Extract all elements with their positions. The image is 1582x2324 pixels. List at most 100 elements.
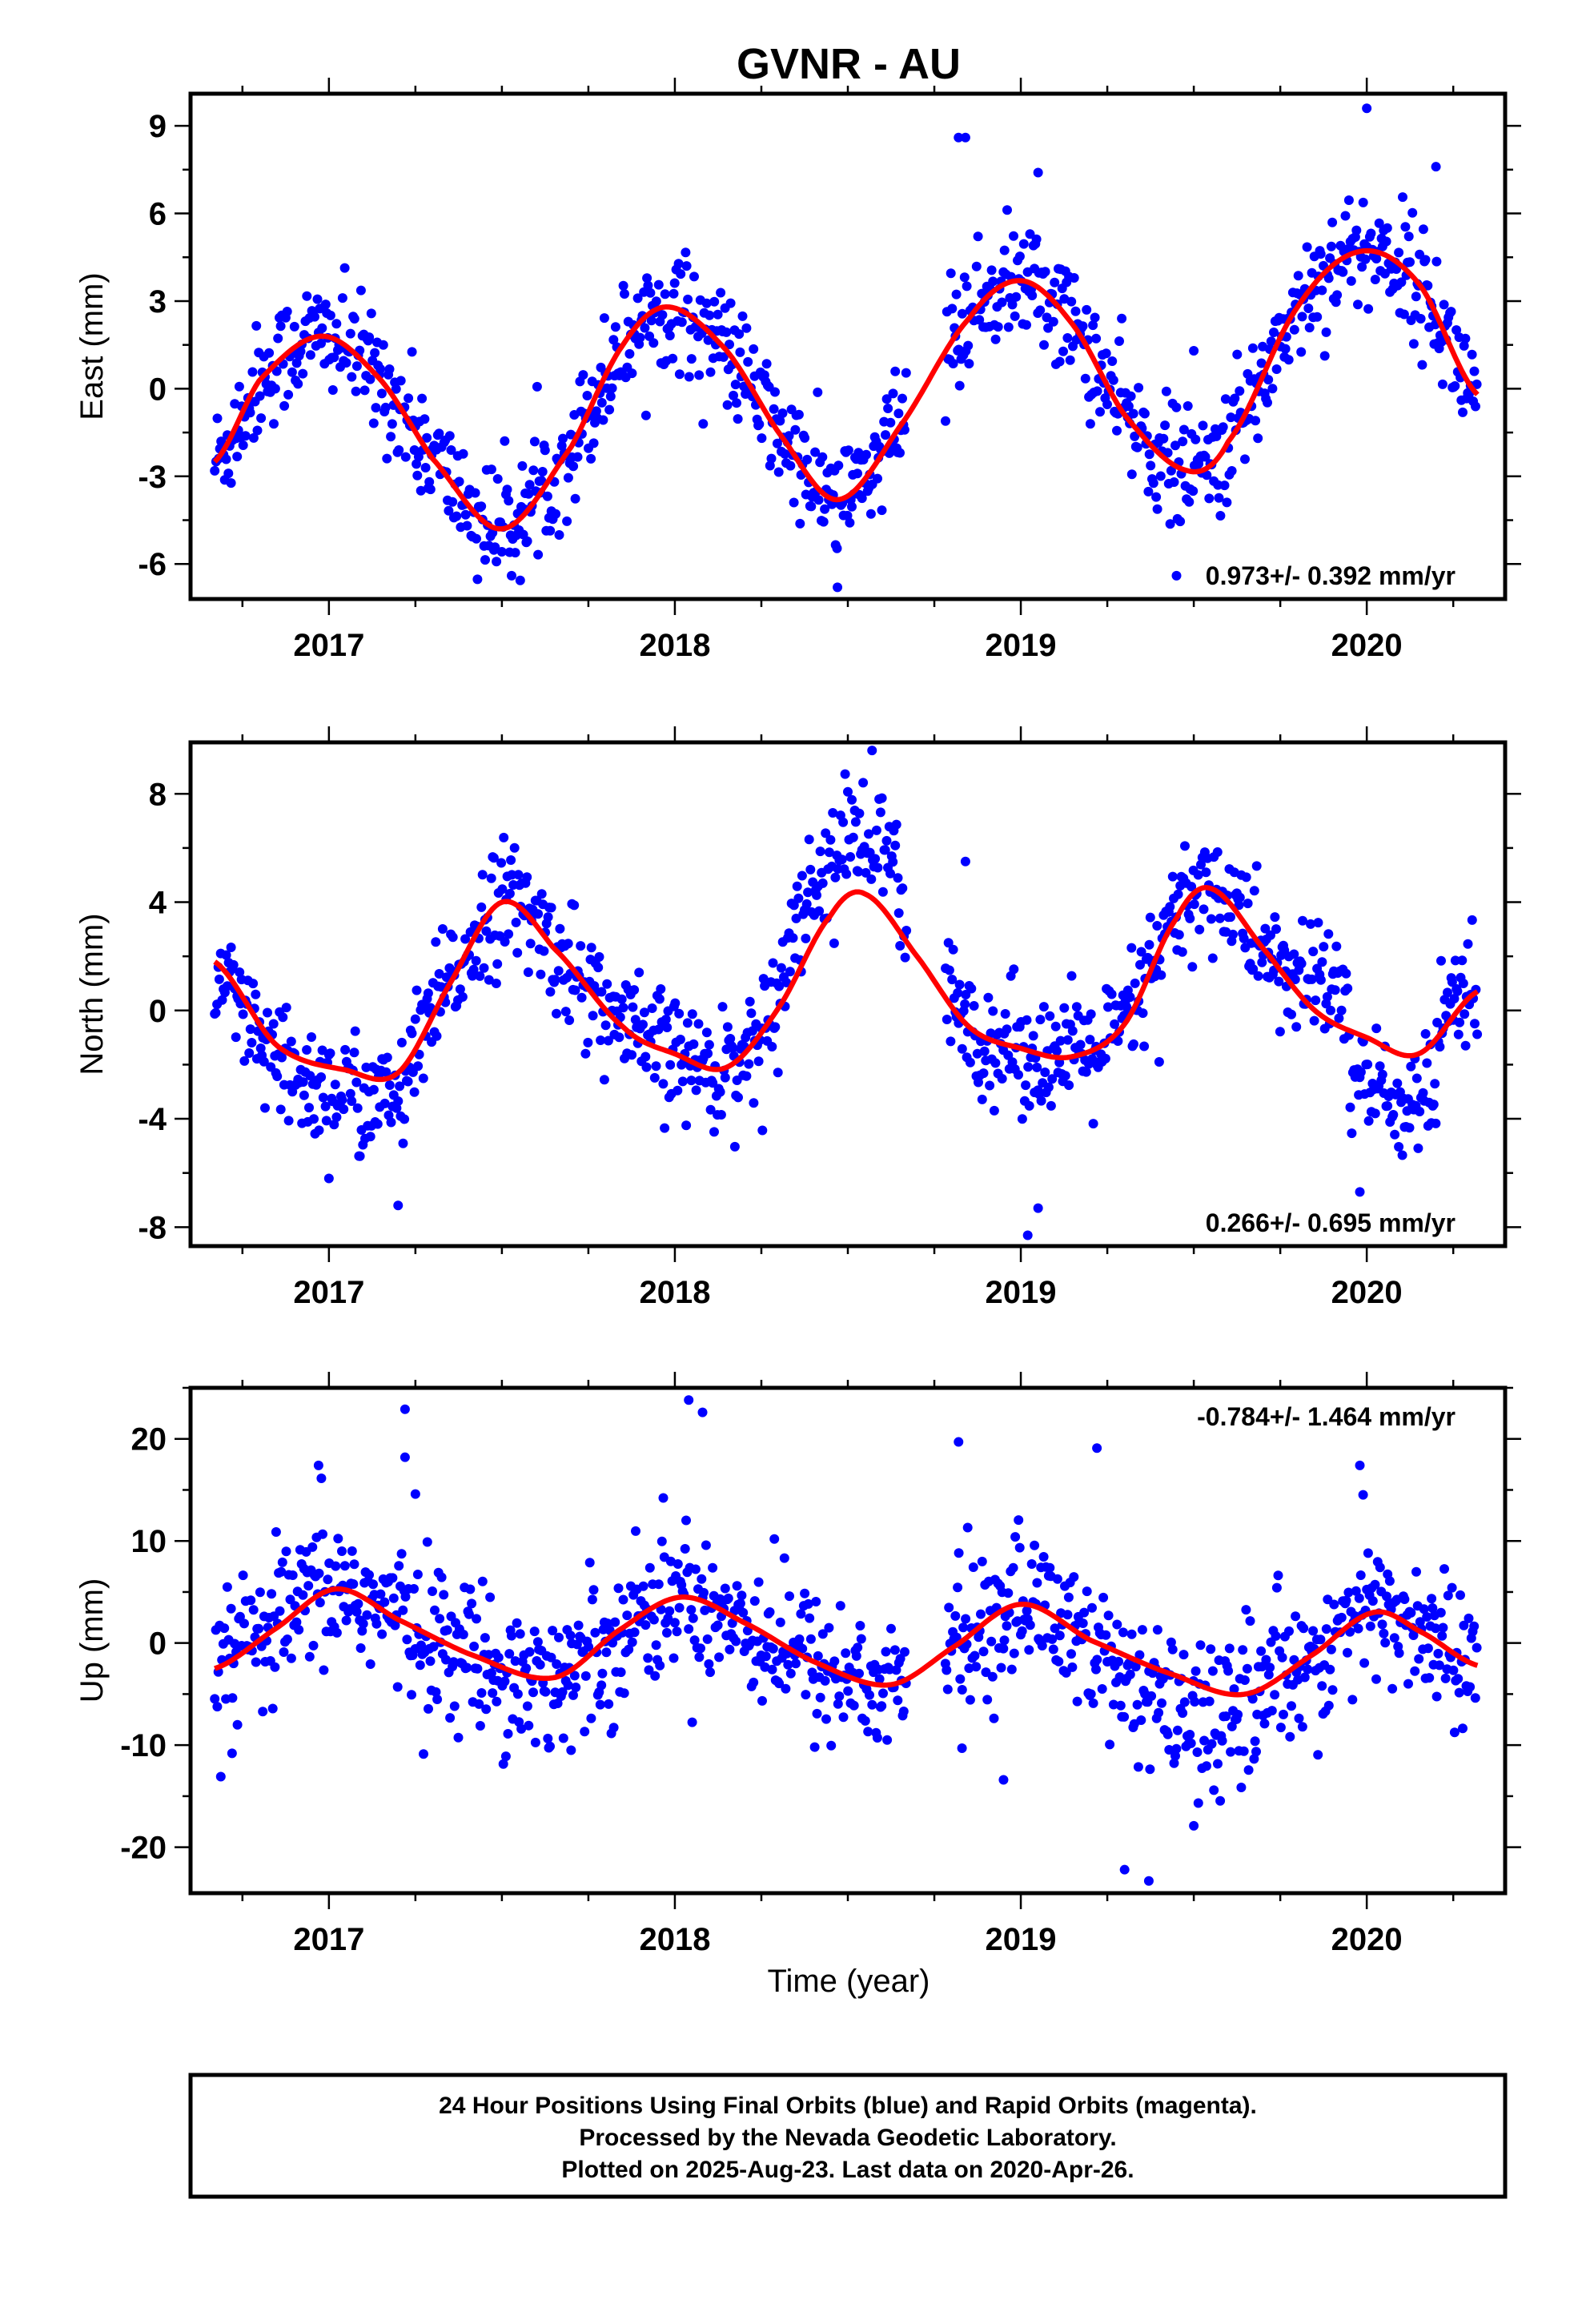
data-point (247, 367, 258, 377)
data-point (275, 321, 286, 332)
data-point (1424, 1673, 1435, 1683)
data-point (1347, 1128, 1357, 1139)
data-point (532, 1637, 543, 1647)
data-point (586, 453, 596, 464)
data-point (872, 1733, 882, 1743)
data-point (1145, 1764, 1155, 1775)
data-point (522, 872, 532, 883)
data-point (1448, 1665, 1459, 1675)
data-point (1218, 422, 1228, 432)
data-point (817, 452, 828, 462)
data-point (631, 1526, 640, 1536)
data-point (1162, 448, 1173, 458)
data-point (1383, 1101, 1393, 1111)
data-point (790, 424, 801, 435)
data-point (251, 320, 262, 331)
data-point (387, 419, 397, 429)
data-point (422, 1537, 432, 1547)
data-point (349, 1559, 359, 1570)
data-point (394, 445, 404, 455)
data-point (881, 1647, 891, 1657)
data-point (985, 1080, 995, 1091)
data-point (1261, 1655, 1271, 1665)
data-point (339, 1561, 350, 1571)
data-point (1257, 957, 1267, 967)
data-point (282, 307, 292, 316)
data-point (1312, 312, 1323, 322)
data-point (1092, 386, 1102, 396)
data-point (569, 1671, 580, 1681)
data-point (618, 1594, 628, 1605)
data-point (1381, 236, 1391, 247)
data-point (624, 1644, 634, 1655)
data-point (1054, 1630, 1065, 1641)
data-point (1063, 1592, 1074, 1602)
fit-line (212, 247, 1480, 532)
y-tick-label: 10 (131, 1524, 167, 1559)
data-point (571, 1683, 581, 1692)
data-point (273, 333, 283, 344)
data-point (1269, 328, 1279, 337)
data-point (1102, 400, 1112, 409)
data-point (1108, 1699, 1118, 1710)
data-point (1095, 407, 1105, 417)
data-point (1052, 1046, 1062, 1056)
data-point (1446, 307, 1456, 317)
data-point (785, 460, 796, 471)
data-point (607, 383, 617, 393)
data-point (568, 461, 579, 472)
data-point (821, 828, 831, 838)
data-point (960, 999, 970, 1009)
data-point (472, 1663, 483, 1674)
data-point (402, 1634, 412, 1645)
data-point (1467, 349, 1477, 360)
data-point (788, 933, 798, 943)
data-point (260, 1103, 270, 1113)
data-point (1025, 1620, 1035, 1630)
data-point (891, 819, 901, 830)
data-point (510, 1656, 520, 1667)
data-point (734, 329, 745, 340)
data-point (656, 984, 666, 994)
data-point (602, 979, 612, 989)
data-point (1428, 1100, 1439, 1110)
data-point (1370, 1108, 1380, 1119)
data-point (1125, 992, 1135, 1003)
data-point (1125, 1669, 1135, 1679)
data-point (735, 1598, 745, 1609)
data-point (1423, 280, 1433, 291)
data-point (651, 296, 661, 307)
data-point (550, 975, 560, 985)
data-point (1011, 292, 1022, 302)
data-point (953, 987, 963, 998)
data-point (820, 1675, 830, 1686)
data-point (962, 1522, 973, 1533)
data-point (1174, 930, 1184, 940)
data-point (536, 476, 547, 486)
data-point (797, 870, 807, 881)
data-point (867, 1699, 877, 1710)
data-point (1313, 1750, 1323, 1760)
data-point (392, 1682, 403, 1692)
data-point (1060, 1071, 1070, 1081)
data-point (1406, 1061, 1416, 1072)
data-point (890, 366, 901, 376)
data-point (331, 319, 342, 329)
data-point (599, 313, 609, 324)
data-point (669, 1653, 679, 1663)
data-point (729, 390, 738, 400)
data-point (1195, 1640, 1206, 1651)
data-point (523, 967, 533, 977)
data-point (897, 393, 907, 404)
data-point (1431, 256, 1442, 267)
data-point (1039, 340, 1049, 350)
data-point (999, 1635, 1010, 1646)
data-point (251, 989, 261, 999)
data-point (210, 465, 220, 476)
data-point (1087, 1602, 1097, 1613)
data-point (986, 1636, 997, 1647)
data-point (1251, 1747, 1261, 1757)
data-point (238, 1570, 248, 1581)
data-point (281, 1546, 291, 1557)
data-point (854, 808, 865, 818)
